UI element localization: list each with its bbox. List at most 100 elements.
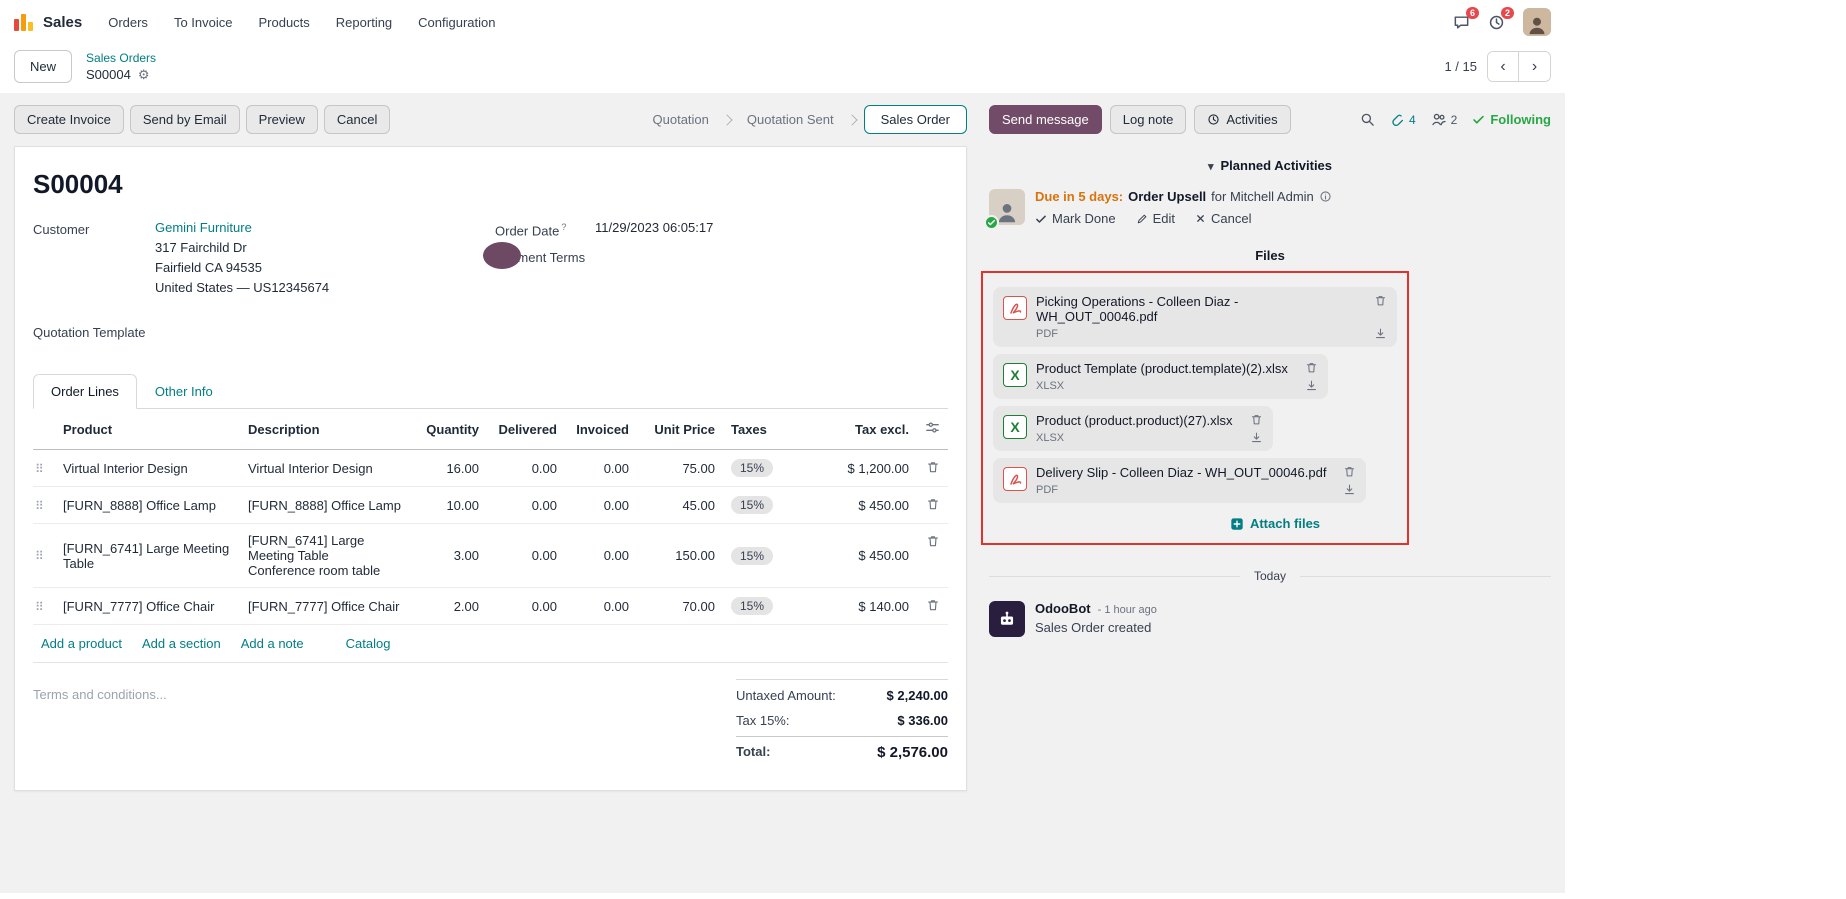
action-button[interactable]: Send by Email bbox=[129, 105, 240, 134]
column-quantity: Quantity bbox=[415, 409, 487, 450]
order-date-value[interactable]: 11/29/2023 06:05:17 bbox=[595, 220, 714, 235]
nav-menu-item[interactable]: Products bbox=[258, 14, 310, 30]
tab-other-info[interactable]: Other Info bbox=[154, 384, 213, 399]
delete-attachment-icon[interactable] bbox=[1305, 361, 1318, 374]
cancel-activity-link[interactable]: Cancel bbox=[1195, 211, 1251, 226]
download-attachment-icon[interactable] bbox=[1343, 483, 1356, 496]
cell-description: [FURN_8888] Office Lamp bbox=[240, 486, 415, 524]
search-icon[interactable] bbox=[1360, 112, 1375, 127]
catalog-link[interactable]: Catalog bbox=[345, 636, 391, 651]
file-type-icon: X bbox=[1003, 296, 1027, 320]
user-avatar[interactable] bbox=[1523, 8, 1551, 36]
optional-columns-icon[interactable] bbox=[925, 420, 940, 435]
cell-invoiced: 0.00 bbox=[565, 486, 637, 524]
pager-next-button[interactable]: › bbox=[1519, 52, 1550, 81]
order-line-row[interactable]: ⠿ Virtual Interior Design Virtual Interi… bbox=[33, 449, 948, 487]
drag-handle-icon[interactable]: ⠿ bbox=[35, 498, 44, 513]
activities-badge: 2 bbox=[1500, 6, 1514, 19]
chatter-panel: ▾ Planned Activities Due in 5 days: Order… bbox=[967, 146, 1551, 637]
nav-right: 6 2 bbox=[1453, 6, 1551, 36]
nav-menu-item[interactable]: To Invoice bbox=[173, 14, 233, 30]
mark-done-link[interactable]: Mark Done bbox=[1035, 211, 1116, 226]
delete-attachment-icon[interactable] bbox=[1250, 413, 1263, 426]
cursor-highlight-blob bbox=[483, 242, 521, 270]
terms-placeholder[interactable]: Terms and conditions... bbox=[33, 687, 167, 702]
table-header-row: Product Description Quantity Delivered I… bbox=[33, 409, 948, 450]
action-button[interactable]: Create Invoice bbox=[14, 105, 124, 134]
untaxed-label: Untaxed Amount: bbox=[736, 688, 836, 703]
download-attachment-icon[interactable] bbox=[1305, 379, 1318, 392]
settings-gear-icon[interactable]: ⚙ bbox=[137, 66, 150, 82]
add-line-link[interactable]: Add a product bbox=[41, 636, 122, 651]
odoo-logo[interactable] bbox=[14, 13, 33, 31]
status-step[interactable]: Quotation Sent bbox=[739, 106, 864, 133]
nav-menu-item[interactable]: Orders bbox=[108, 14, 148, 30]
activity-name: Order Upsell bbox=[1128, 189, 1207, 204]
log-note-button[interactable]: Log note bbox=[1109, 105, 1187, 134]
order-line-row[interactable]: ⠿ [FURN_8888] Office Lamp [FURN_8888] Of… bbox=[33, 486, 948, 524]
nav-menu-item[interactable]: Configuration bbox=[418, 14, 496, 30]
column-taxes: Taxes bbox=[723, 409, 813, 450]
form-action-buttons: Create Invoice Send by Email Preview Cancel bbox=[14, 105, 391, 134]
action-button[interactable]: Cancel bbox=[323, 105, 391, 134]
order-line-row[interactable]: ⠿ [FURN_6741] Large Meeting Table [FURN_… bbox=[33, 523, 948, 588]
tax-badge: 15% bbox=[731, 546, 774, 565]
action-button[interactable]: Preview bbox=[245, 105, 318, 134]
delete-attachment-icon[interactable] bbox=[1374, 294, 1387, 307]
status-step[interactable]: Quotation bbox=[645, 106, 739, 133]
following-toggle[interactable]: Following bbox=[1472, 112, 1551, 127]
messages-icon[interactable]: 6 bbox=[1453, 6, 1479, 31]
breadcrumb-parent-link[interactable]: Sales Orders bbox=[86, 50, 157, 65]
add-line-link[interactable]: Add a note bbox=[240, 636, 304, 651]
activity-assignee: for Mitchell Admin bbox=[1211, 189, 1314, 204]
files-section-title: Files bbox=[1255, 248, 1285, 263]
column-unit-price: Unit Price bbox=[637, 409, 723, 450]
edit-activity-link[interactable]: Edit bbox=[1136, 211, 1175, 226]
order-date-label: Order Date? bbox=[495, 222, 567, 239]
download-attachment-icon[interactable] bbox=[1374, 327, 1387, 340]
followers-toggle[interactable]: 2 bbox=[1431, 112, 1457, 127]
drag-handle-icon[interactable]: ⠿ bbox=[35, 461, 44, 476]
delete-line-icon[interactable] bbox=[926, 460, 940, 474]
attach-files-button[interactable]: Attach files bbox=[1230, 516, 1320, 531]
total-label: Total: bbox=[736, 744, 771, 759]
add-line-link[interactable]: Add a section bbox=[141, 636, 221, 651]
attachment-card[interactable]: X Picking Operations - Colleen Diaz - WH… bbox=[993, 287, 1397, 347]
drag-handle-icon[interactable]: ⠿ bbox=[35, 549, 44, 563]
status-step[interactable]: Sales Order bbox=[863, 105, 967, 134]
form-sheet: S00004 Customer Gemini Furniture 317 Fai… bbox=[14, 146, 967, 791]
activities-clock-icon[interactable]: 2 bbox=[1488, 6, 1514, 31]
app-name[interactable]: Sales bbox=[43, 13, 83, 31]
download-attachment-icon[interactable] bbox=[1250, 431, 1263, 444]
cell-delivered: 0.00 bbox=[487, 486, 565, 524]
attachment-card[interactable]: X Product (product.product)(27).xlsx XLS… bbox=[993, 406, 1273, 451]
main-menu: Orders To Invoice Products Reporting Configu… bbox=[108, 15, 495, 30]
send-message-button[interactable]: Send message bbox=[989, 105, 1102, 134]
nav-menu-item[interactable]: Reporting bbox=[335, 14, 393, 30]
delete-attachment-icon[interactable] bbox=[1343, 465, 1356, 478]
attachments-toggle[interactable]: 4 bbox=[1390, 112, 1416, 127]
delete-line-icon[interactable] bbox=[926, 534, 940, 548]
drag-handle-icon[interactable]: ⠿ bbox=[35, 599, 44, 614]
customer-address: 317 Fairchild Dr Fairfield CA 94535 United… bbox=[155, 240, 329, 295]
order-line-row[interactable]: ⠿ [FURN_7777] Office Chair [FURN_7777] O… bbox=[33, 587, 948, 625]
tab-order-lines[interactable]: Order Lines bbox=[33, 374, 137, 409]
planned-activities-toggle[interactable]: ▾ Planned Activities bbox=[1207, 158, 1333, 173]
clock-icon bbox=[1208, 114, 1219, 125]
activities-button[interactable]: Activities bbox=[1194, 105, 1291, 134]
pager-previous-button[interactable]: ‹ bbox=[1488, 52, 1519, 81]
info-icon[interactable] bbox=[1319, 190, 1332, 203]
attachment-card[interactable]: X Product Template (product.template)(2)… bbox=[993, 354, 1328, 399]
message-author[interactable]: OdooBot bbox=[1035, 601, 1091, 616]
customer-link[interactable]: Gemini Furniture bbox=[155, 220, 252, 235]
total-value: $ 2,576.00 bbox=[877, 744, 948, 761]
attachment-card[interactable]: X Delivery Slip - Colleen Diaz - WH_OUT_… bbox=[993, 458, 1367, 503]
delete-line-icon[interactable] bbox=[926, 598, 940, 612]
date-divider-label: Today bbox=[1253, 569, 1287, 583]
record-pager: 1 / 15 ‹ › bbox=[1444, 51, 1551, 82]
page-body: Create Invoice Send by Email Preview Cancel… bbox=[0, 93, 1565, 893]
line-add-links: Add a product Add a section Add a note Cat… bbox=[33, 625, 948, 663]
delete-line-icon[interactable] bbox=[926, 497, 940, 511]
new-button[interactable]: New bbox=[14, 50, 73, 83]
file-type-label: XLSX bbox=[1036, 380, 1065, 392]
